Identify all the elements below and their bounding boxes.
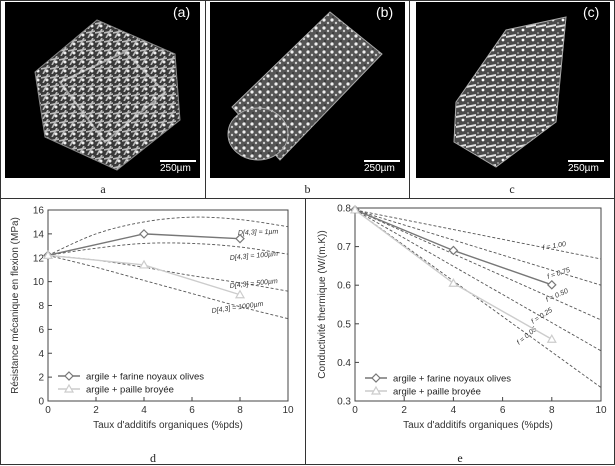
y-tick-label: 0.8 bbox=[337, 204, 351, 215]
model-curve bbox=[47, 216, 289, 256]
y-tick-label: 0.5 bbox=[337, 319, 351, 330]
panel-label-c: c bbox=[509, 182, 515, 196]
model-curve bbox=[354, 209, 602, 260]
legend-label: argile + paille broyée bbox=[393, 387, 481, 398]
chart-e: 0 2 4 6 8 10 0.3 0.4 0.5 0.6 0.7 0.8 Taux d'additifs… bbox=[317, 204, 607, 432]
data-point-diamond bbox=[546, 279, 557, 290]
y-tick-label: 4 bbox=[38, 349, 44, 360]
data-point-diamond bbox=[235, 233, 245, 244]
plot-frame bbox=[354, 207, 602, 402]
x-tick-label: 10 bbox=[282, 405, 294, 416]
sample-c-render bbox=[453, 16, 567, 168]
y-tick-label: 16 bbox=[33, 206, 45, 217]
legend-marker-triangle bbox=[370, 385, 382, 395]
y-axis-label: Résistance mécanique en flexion (MPa) bbox=[10, 217, 21, 394]
model-curve bbox=[354, 209, 602, 388]
legend-marker-diamond bbox=[64, 371, 74, 381]
data-point-triangle bbox=[349, 204, 361, 214]
model-curve-label: f = 0.75 bbox=[546, 267, 571, 281]
data-point-triangle bbox=[448, 278, 459, 287]
scale-bar-b bbox=[364, 160, 400, 162]
panel-label-a: a bbox=[100, 182, 106, 196]
chart-label-d: d bbox=[150, 451, 156, 465]
sample-a-render bbox=[34, 19, 181, 171]
chart-label-e: e bbox=[457, 451, 463, 465]
panel-label-b: b bbox=[304, 182, 311, 196]
y-tick-label: 2 bbox=[38, 373, 44, 384]
model-curve bbox=[47, 254, 289, 292]
y-tick-label: 0.4 bbox=[337, 358, 351, 369]
micro-ct-image-c bbox=[416, 2, 610, 178]
micro-ct-image-a bbox=[5, 2, 200, 178]
x-tick-label: 0 bbox=[45, 405, 51, 416]
model-curve-label: f = 1.00 bbox=[542, 241, 567, 252]
model-curve-label: f = 0.25 bbox=[530, 307, 554, 326]
model-curve bbox=[354, 209, 602, 286]
legend-marker-diamond bbox=[371, 373, 381, 383]
legend-label: argile + farine noyaux olives bbox=[86, 372, 204, 383]
x-tick-label: 2 bbox=[401, 405, 407, 416]
scale-label-b: 250µm bbox=[364, 163, 395, 174]
y-tick-label: 0.3 bbox=[337, 397, 351, 408]
y-axis-label: Conductivité thermique (W/(m.K)) bbox=[317, 230, 328, 378]
sample-b-render bbox=[227, 11, 383, 161]
y-tick-label: 0.6 bbox=[337, 281, 351, 292]
micro-ct-image-b bbox=[210, 2, 405, 178]
legend-marker-triangle bbox=[63, 383, 75, 393]
model-curve-label: f = 0.50 bbox=[545, 288, 569, 304]
panel-tag-c: (c) bbox=[583, 4, 600, 20]
x-tick-label: 4 bbox=[141, 405, 147, 416]
x-tick-label: 6 bbox=[189, 405, 195, 416]
x-axis-label: Taux d'additifs organiques (%pds) bbox=[93, 420, 243, 431]
x-axis-label: Taux d'additifs organiques (%pds) bbox=[403, 420, 553, 431]
x-tick-label: 8 bbox=[237, 405, 243, 416]
y-tick-label: 14 bbox=[33, 229, 45, 240]
y-tick-label: 8 bbox=[38, 301, 44, 312]
model-curve bbox=[354, 209, 602, 321]
model-curve-label: D[4,3] = 100µm bbox=[230, 251, 279, 262]
panel-tag-b: (b) bbox=[376, 4, 394, 20]
y-tick-label: 0.7 bbox=[337, 242, 351, 253]
chart-d-cell bbox=[0, 198, 306, 465]
data-point-diamond bbox=[139, 229, 149, 239]
panel-tag-a: (a) bbox=[173, 4, 191, 20]
model-curve bbox=[354, 209, 602, 352]
x-tick-label: 4 bbox=[451, 405, 457, 416]
model-curve-label: D[4,3] = 1µm bbox=[238, 229, 279, 237]
y-tick-label: 12 bbox=[33, 253, 45, 264]
x-tick-label: 6 bbox=[500, 405, 506, 416]
data-point-triangle bbox=[42, 250, 54, 259]
scale-label-c: 250µm bbox=[568, 163, 599, 174]
legend-label: argile + paille broyée bbox=[86, 385, 174, 396]
y-tick-label: 0 bbox=[38, 397, 44, 408]
legend-label: argile + farine noyaux olives bbox=[393, 374, 511, 385]
scale-label-a: 250µm bbox=[160, 163, 191, 174]
x-tick-label: 8 bbox=[549, 405, 555, 416]
x-tick-label: 2 bbox=[93, 405, 99, 416]
data-point-diamond bbox=[448, 245, 459, 256]
chart-d: 0 2 4 6 8 10 0 2 4 6 8 10 12 14 16 Taux d'additifs orga… bbox=[10, 206, 294, 432]
y-tick-label: 10 bbox=[33, 277, 45, 288]
y-tick-label: 6 bbox=[38, 325, 44, 336]
data-point-triangle bbox=[138, 259, 150, 269]
scale-bar-c bbox=[568, 160, 604, 162]
data-point-triangle bbox=[234, 289, 246, 299]
x-tick-label: 0 bbox=[352, 405, 358, 416]
x-tick-label: 10 bbox=[595, 405, 607, 416]
scale-bar-a bbox=[160, 160, 196, 162]
model-curve bbox=[47, 242, 289, 256]
data-point-triangle bbox=[546, 334, 557, 343]
model-curve-label: D[4,3] = 1000µm bbox=[211, 301, 264, 315]
